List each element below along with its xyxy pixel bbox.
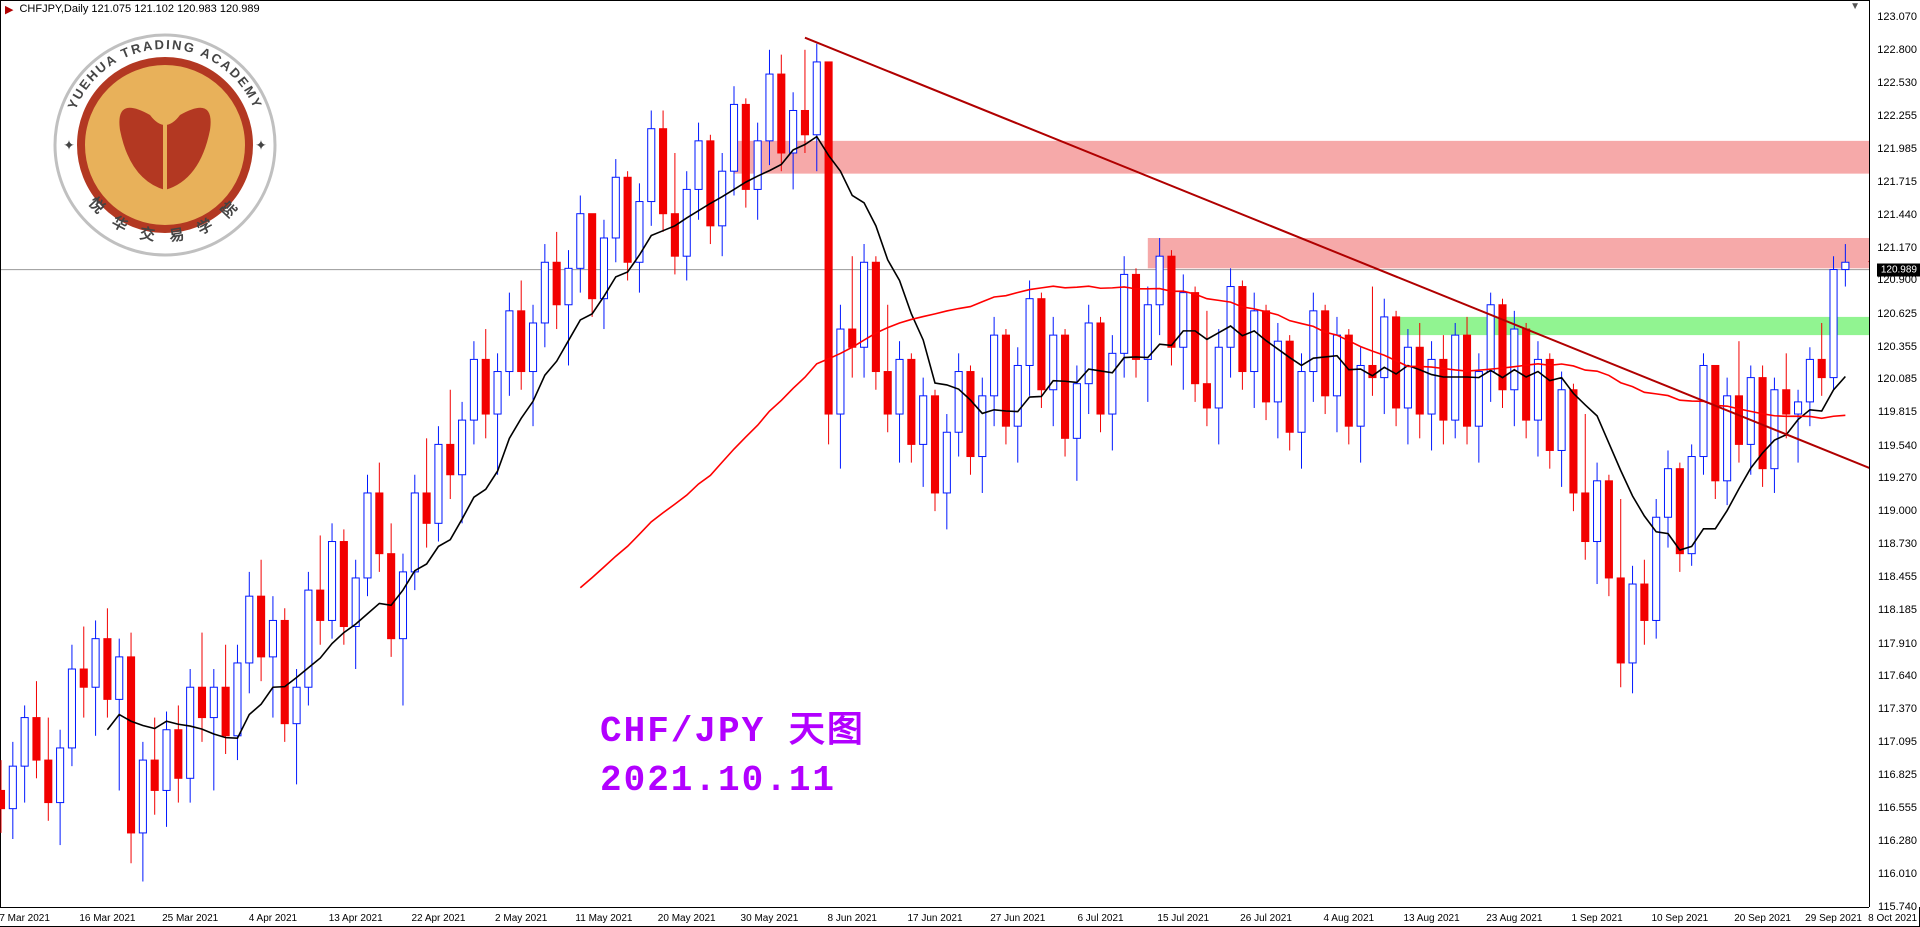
ytick: 116.010 [1878, 868, 1917, 880]
xtick: 29 Sep 2021 [1805, 913, 1862, 924]
chart-title-line2: 2021.10.11 [600, 760, 836, 801]
x-axis: 7 Mar 2021 16 Mar 2021 25 Mar 2021 4 Apr 20… [0, 907, 1869, 926]
ytick: 122.800 [1877, 44, 1917, 56]
xtick: 20 Sep 2021 [1734, 913, 1791, 924]
ytick: 119.000 [1878, 505, 1917, 517]
xtick: 15 Jul 2021 [1157, 913, 1209, 924]
ytick: 119.815 [1878, 406, 1917, 418]
ytick: 120.900 [1877, 274, 1917, 286]
xtick: 2 May 2021 [495, 913, 547, 924]
ytick: 117.910 [1878, 638, 1917, 650]
xtick: 7 Mar 2021 [0, 913, 50, 924]
svg-text:✦: ✦ [255, 137, 267, 153]
ytick: 121.440 [1877, 209, 1917, 221]
ytick: 118.455 [1878, 571, 1917, 583]
xtick: 10 Sep 2021 [1651, 913, 1708, 924]
ytick: 120.625 [1877, 308, 1917, 320]
xtick: 8 Jun 2021 [827, 913, 877, 924]
xtick: 25 Mar 2021 [162, 913, 218, 924]
xtick: 17 Jun 2021 [907, 913, 962, 924]
ytick: 116.825 [1878, 769, 1917, 781]
ytick: 123.070 [1877, 11, 1917, 23]
y-axis: 123.070 122.800 122.530 122.255 121.985 121.7… [1869, 0, 1920, 907]
xtick: 13 Apr 2021 [329, 913, 383, 924]
xtick: 4 Aug 2021 [1323, 913, 1374, 924]
xtick: 8 Oct 2021 [1868, 913, 1917, 924]
ytick: 117.370 [1878, 703, 1917, 715]
brand-logo: YUEHUA TRADING ACADEMY悦 华 交 易 学 院✦✦ [35, 15, 295, 275]
ytick: 121.715 [1877, 176, 1917, 188]
ytick: 121.985 [1877, 143, 1917, 155]
ytick: 120.085 [1877, 373, 1917, 385]
ytick: 119.540 [1878, 440, 1917, 452]
ytick: 118.185 [1878, 604, 1917, 616]
xtick: 23 Aug 2021 [1486, 913, 1542, 924]
svg-text:✦: ✦ [63, 137, 75, 153]
xtick: 11 May 2021 [575, 913, 632, 924]
xtick: 4 Apr 2021 [249, 913, 297, 924]
xtick: 20 May 2021 [658, 913, 716, 924]
ytick: 117.095 [1878, 736, 1917, 748]
ytick: 118.730 [1878, 538, 1917, 550]
xtick: 26 Jul 2021 [1240, 913, 1292, 924]
xtick: 13 Aug 2021 [1403, 913, 1459, 924]
ytick: 122.255 [1877, 110, 1917, 122]
ytick: 116.280 [1878, 835, 1917, 847]
ytick: 122.530 [1877, 77, 1917, 89]
ytick: 117.640 [1878, 670, 1917, 682]
ytick: 119.270 [1878, 472, 1917, 484]
ytick: 120.355 [1877, 341, 1917, 353]
xtick: 27 Jun 2021 [990, 913, 1045, 924]
ytick: 116.555 [1878, 802, 1917, 814]
xtick: 22 Apr 2021 [411, 913, 465, 924]
xtick: 1 Sep 2021 [1571, 913, 1622, 924]
chart-title-line1: CHF/JPY 天图 [600, 700, 865, 752]
ytick: 115.740 [1878, 901, 1917, 913]
xtick: 6 Jul 2021 [1077, 913, 1123, 924]
xtick: 30 May 2021 [741, 913, 799, 924]
ytick: 121.170 [1877, 242, 1917, 254]
xtick: 16 Mar 2021 [79, 913, 135, 924]
last-price-tag: 120.989 [1877, 263, 1920, 276]
